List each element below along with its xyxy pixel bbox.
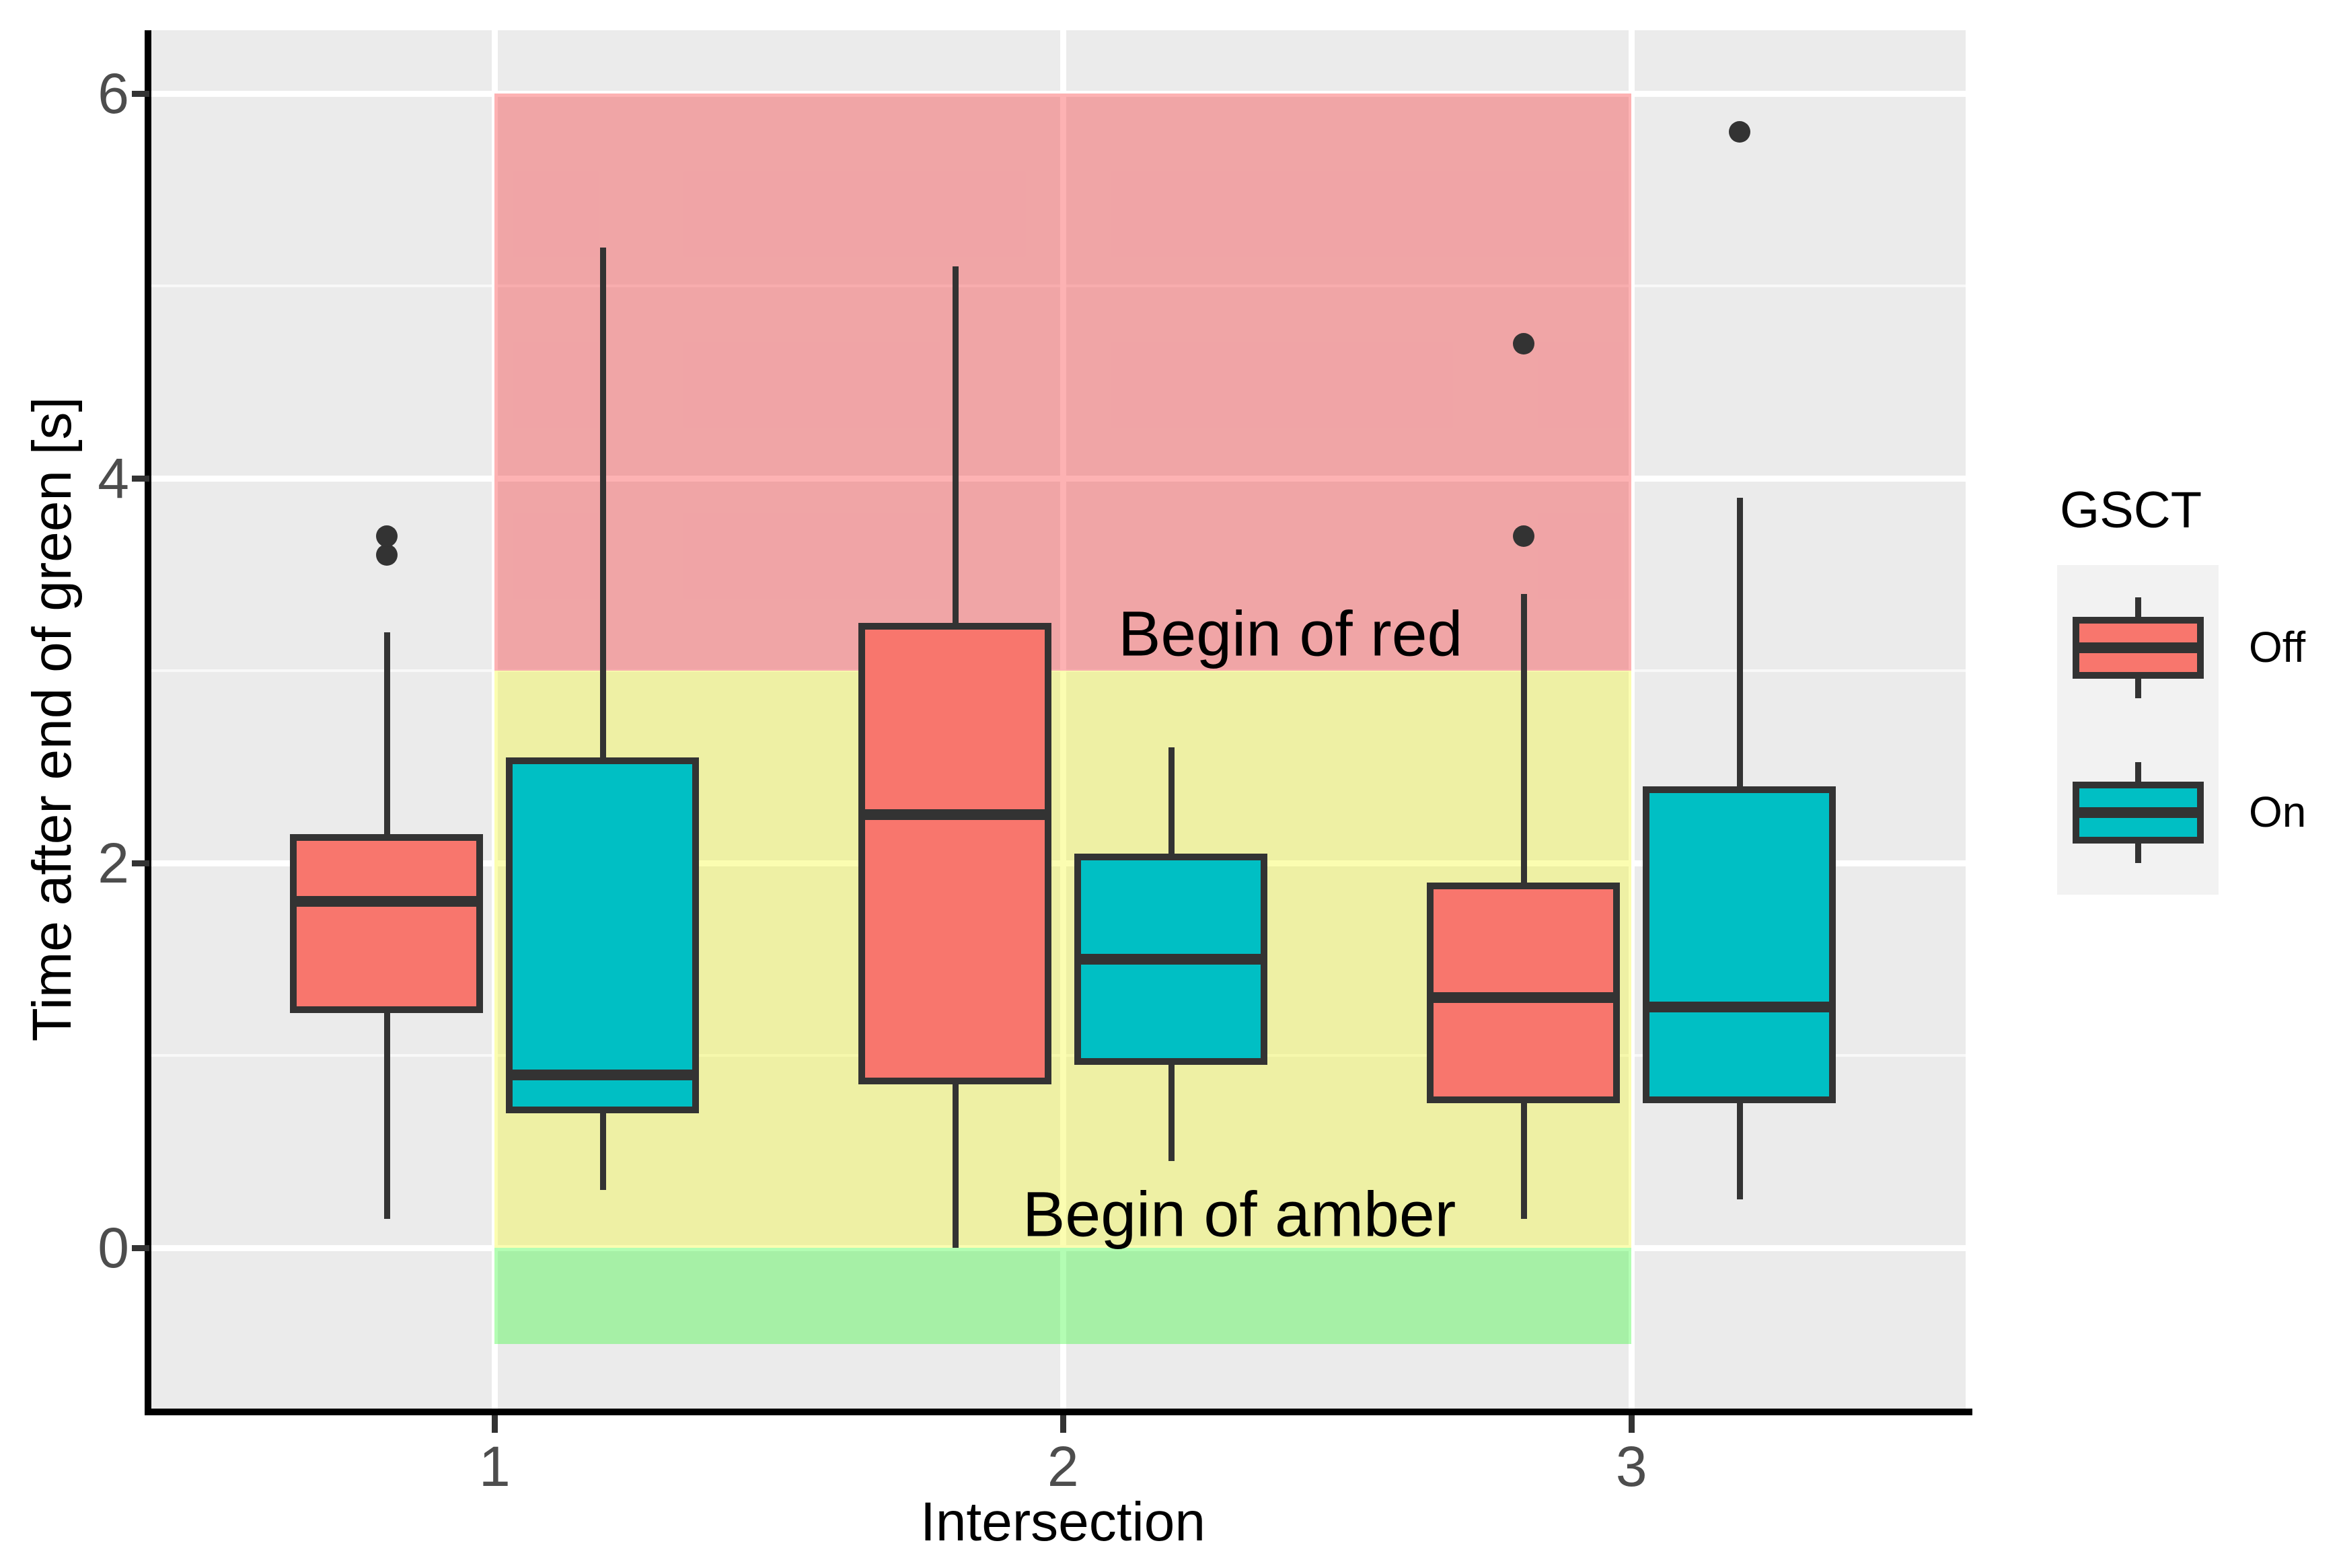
whisker-upper-on-2 — [1168, 747, 1175, 854]
y-tick-label: 0 — [98, 1216, 129, 1279]
whisker-lower-on-3 — [1736, 1103, 1743, 1200]
band-green-phase — [494, 1247, 1632, 1344]
y-tick-mark — [132, 91, 149, 98]
y-tick-label: 6 — [98, 62, 129, 126]
whisker-upper-off-1 — [383, 632, 390, 835]
whisker-upper-on-3 — [1736, 497, 1743, 786]
x-tick-label: 3 — [1615, 1435, 1647, 1498]
median-off-1 — [297, 896, 477, 907]
gridline-y-minor — [151, 669, 1966, 672]
box-on-1 — [506, 757, 700, 1113]
legend-key-median — [2079, 807, 2197, 818]
median-off-2 — [865, 809, 1045, 821]
whisker-lower-off-1 — [383, 1013, 390, 1220]
legend-keys: Off On — [2057, 565, 2341, 895]
y-tick-mark — [132, 476, 149, 482]
plot-panel: Begin of red Begin of amber — [151, 30, 1966, 1409]
x-axis-line — [145, 1409, 1972, 1415]
median-on-2 — [1081, 953, 1261, 965]
whisker-upper-off-2 — [952, 266, 959, 623]
gridline-x-major — [492, 30, 498, 1409]
legend-key-off: Off — [2057, 565, 2305, 730]
x-tick-mark — [1629, 1415, 1635, 1433]
x-axis-title: Intersection — [920, 1491, 1205, 1553]
x-tick-mark — [492, 1415, 498, 1433]
legend-label-off: Off — [2249, 623, 2306, 671]
y-tick-mark — [132, 860, 149, 866]
y-axis-line — [145, 30, 151, 1415]
y-tick-label: 4 — [98, 447, 129, 511]
gridline-y-minor — [151, 1053, 1966, 1057]
whisker-lower-on-1 — [599, 1113, 606, 1191]
outlier-on-3 — [1728, 121, 1750, 143]
legend-key-on: On — [2057, 730, 2306, 895]
outlier-off-1 — [375, 544, 398, 566]
outlier-off-3 — [1512, 332, 1534, 354]
box-off-1 — [290, 834, 484, 1014]
gridline-y-minor — [151, 285, 1966, 288]
legend-key-median — [2079, 642, 2197, 653]
gridline-y-major — [151, 476, 1966, 482]
median-on-3 — [1649, 1002, 1830, 1013]
gridline-y-major — [151, 1244, 1966, 1251]
legend-label-on: On — [2249, 788, 2307, 836]
median-off-3 — [1434, 992, 1614, 1004]
x-tick-label: 2 — [1047, 1435, 1079, 1498]
box-on-3 — [1643, 786, 1836, 1104]
whisker-upper-off-3 — [1520, 593, 1527, 883]
gridline-y-major — [151, 860, 1966, 866]
band-red-phase — [494, 94, 1632, 671]
annotation-0: Begin of red — [1118, 598, 1463, 670]
legend-title: GSCT — [2060, 482, 2202, 539]
y-tick-mark — [132, 1244, 149, 1251]
annotation-1: Begin of amber — [1023, 1179, 1456, 1250]
whisker-lower-off-3 — [1520, 1103, 1527, 1220]
y-tick-label: 2 — [98, 831, 129, 895]
legend: GSCT Off On — [2045, 481, 2341, 895]
outlier-off-3 — [1512, 525, 1534, 547]
outlier-off-1 — [375, 525, 398, 547]
x-tick-label: 1 — [478, 1435, 511, 1498]
gridline-x-major — [1060, 30, 1067, 1409]
whisker-lower-on-2 — [1168, 1065, 1175, 1162]
gridline-y-major — [151, 91, 1966, 98]
box-off-2 — [858, 622, 1052, 1084]
whisker-lower-off-2 — [952, 1084, 959, 1248]
gridline-x-major — [1629, 30, 1635, 1409]
whisker-upper-on-1 — [599, 247, 606, 757]
median-on-1 — [513, 1069, 693, 1080]
x-tick-mark — [1060, 1415, 1067, 1433]
